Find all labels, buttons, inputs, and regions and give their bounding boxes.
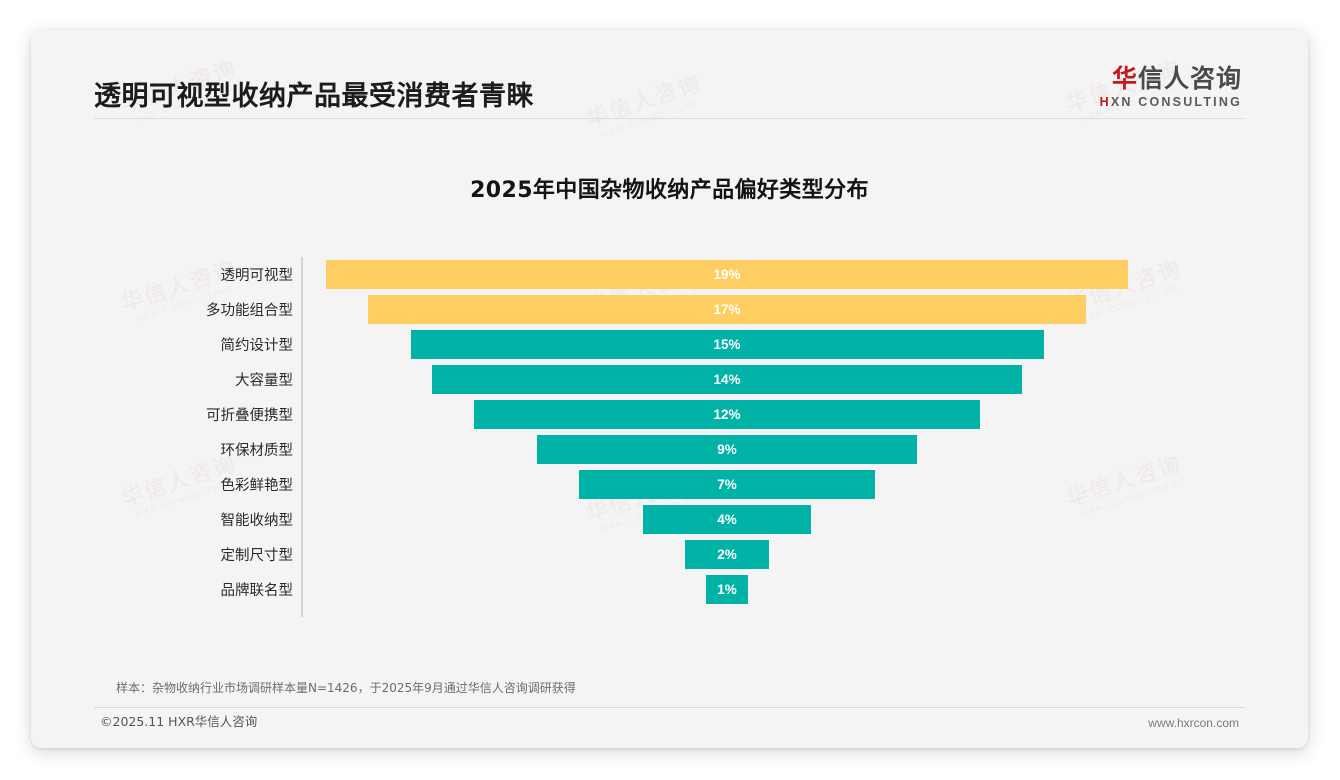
brand-logo-cn: 华信人咨询: [1100, 64, 1242, 93]
brand-logo-en-rest: XN CONSULTING: [1110, 95, 1242, 110]
bar-track: 4%: [305, 502, 1149, 537]
chart-row: 定制尺寸型 2%: [31, 537, 1308, 572]
website-link[interactable]: www.hxrcon.com: [1148, 716, 1239, 730]
chart-row: 大容量型 14%: [31, 362, 1308, 397]
chart-row: 透明可视型 19%: [31, 257, 1308, 292]
bar-segment[interactable]: 19%: [326, 260, 1128, 289]
source-note: 样本：杂物收纳行业市场调研样本量N=1426，于2025年9月通过华信人咨询调研…: [116, 681, 576, 695]
bar-track: 12%: [305, 397, 1149, 432]
slide-header: 透明可视型收纳产品最受消费者青睐 华信人咨询 HXN CONSULTING: [31, 30, 1308, 122]
chart-row: 品牌联名型 1%: [31, 572, 1308, 607]
bar-track: 9%: [305, 432, 1149, 467]
funnel-chart: 透明可视型 19% 多功能组合型 17% 简约设计型 15% 大容量型 14% 可折叠便携型 12…: [31, 257, 1308, 627]
category-axis-line: [301, 257, 303, 617]
category-label: 可折叠便携型: [206, 408, 293, 424]
header-divider: [94, 118, 1245, 119]
chart-row: 可折叠便携型 12%: [31, 397, 1308, 432]
category-label: 品牌联名型: [220, 583, 294, 599]
brand-logo-cn-accent: 华: [1111, 64, 1138, 93]
bar-track: 2%: [305, 537, 1149, 572]
brand-logo-en: HXN CONSULTING: [1100, 95, 1242, 109]
page-title: 透明可视型收纳产品最受消费者青睐: [94, 81, 534, 112]
bar-track: 19%: [305, 257, 1149, 292]
footer-divider: [94, 707, 1245, 708]
category-label: 定制尺寸型: [220, 548, 294, 564]
bar-segment[interactable]: 9%: [537, 435, 917, 464]
category-label: 透明可视型: [220, 268, 294, 284]
bar-segment[interactable]: 7%: [579, 470, 875, 499]
bar-track: 15%: [305, 327, 1149, 362]
copyright-text: ©2025.11 HXR华信人咨询: [100, 714, 258, 729]
category-label: 多功能组合型: [206, 303, 293, 319]
bar-track: 1%: [305, 572, 1149, 607]
category-label: 简约设计型: [220, 338, 294, 354]
chart-row: 色彩鲜艳型 7%: [31, 467, 1308, 502]
bar-segment[interactable]: 4%: [642, 505, 812, 534]
bar-track: 17%: [305, 292, 1149, 327]
bar-segment[interactable]: 14%: [431, 365, 1023, 394]
brand-logo: 华信人咨询 HXN CONSULTING: [1100, 64, 1242, 109]
bar-track: 14%: [305, 362, 1149, 397]
chart-row: 智能收纳型 4%: [31, 502, 1308, 537]
category-label: 大容量型: [235, 373, 293, 389]
chart-area: 2025年中国杂物收纳产品偏好类型分布 透明可视型 19% 多功能组合型 17% 简约设…: [31, 122, 1308, 652]
category-label: 智能收纳型: [220, 513, 294, 529]
chart-row: 多功能组合型 17%: [31, 292, 1308, 327]
category-label: 色彩鲜艳型: [220, 478, 294, 494]
chart-rows: 透明可视型 19% 多功能组合型 17% 简约设计型 15% 大容量型 14% 可折叠便携型 12…: [31, 257, 1308, 607]
bar-track: 7%: [305, 467, 1149, 502]
chart-title: 2025年中国杂物收纳产品偏好类型分布: [470, 178, 869, 203]
bar-segment[interactable]: 17%: [368, 295, 1086, 324]
bar-segment[interactable]: 1%: [705, 575, 749, 604]
bar-segment[interactable]: 15%: [410, 330, 1044, 359]
chart-row: 简约设计型 15%: [31, 327, 1308, 362]
chart-row: 环保材质型 9%: [31, 432, 1308, 467]
brand-logo-cn-rest: 信人咨询: [1137, 64, 1242, 93]
category-label: 环保材质型: [220, 443, 294, 459]
brand-logo-en-accent: H: [1099, 95, 1111, 110]
bar-segment[interactable]: 2%: [684, 540, 770, 569]
slide-card: 华信人咨询 HXN CONSULTING 华信人咨询 HXN CONSULTIN…: [31, 30, 1308, 748]
bar-segment[interactable]: 12%: [473, 400, 981, 429]
